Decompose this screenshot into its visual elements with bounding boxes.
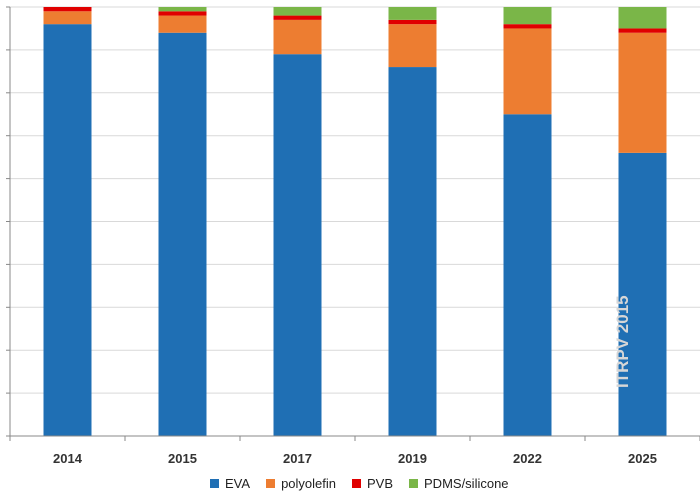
bar-pvb-2019 bbox=[388, 19, 437, 25]
bar-pdms-silicone-2019 bbox=[388, 7, 437, 20]
x-tick-label: 2025 bbox=[628, 451, 657, 466]
bar-pdms-silicone-2017 bbox=[273, 7, 322, 16]
bar-eva-2014 bbox=[43, 24, 92, 436]
legend-label: PDMS/silicone bbox=[424, 476, 509, 491]
legend-swatch bbox=[409, 479, 419, 488]
bar-pvb-2015 bbox=[158, 11, 207, 16]
x-tick-label: 2017 bbox=[283, 451, 312, 466]
bar-eva-2019 bbox=[388, 67, 437, 436]
legend-item: EVA bbox=[210, 476, 250, 491]
legend-item: PVB bbox=[352, 476, 393, 491]
watermark-text: ITRPV 2015 bbox=[613, 295, 632, 388]
legend-label: PVB bbox=[367, 476, 394, 491]
bar-polyolefin-2025 bbox=[618, 32, 667, 153]
bar-polyolefin-2015 bbox=[158, 15, 207, 33]
bar-pvb-2017 bbox=[273, 15, 322, 20]
bar-pdms-silicone-2022 bbox=[503, 7, 552, 25]
legend-item: PDMS/silicone bbox=[409, 476, 509, 491]
bar-segments bbox=[43, 7, 667, 437]
bar-eva-2015 bbox=[158, 32, 207, 437]
bar-eva-2022 bbox=[503, 114, 552, 436]
bar-eva-2017 bbox=[273, 54, 322, 436]
x-tick-label: 2022 bbox=[513, 451, 542, 466]
bar-polyolefin-2017 bbox=[273, 19, 322, 55]
bar-pvb-2014 bbox=[43, 7, 92, 12]
legend-swatch bbox=[352, 479, 361, 488]
legend-swatch bbox=[210, 479, 219, 488]
bar-pvb-2025 bbox=[618, 28, 667, 33]
legend-item: polyolefin bbox=[266, 476, 336, 491]
legend-label: polyolefin bbox=[281, 476, 336, 491]
legend-label: EVA bbox=[225, 476, 251, 491]
bar-polyolefin-2019 bbox=[388, 24, 437, 68]
bar-polyolefin-2014 bbox=[43, 11, 92, 25]
bar-polyolefin-2022 bbox=[503, 28, 552, 115]
x-tick-labels: 2014 2015 2017 2019 2022 2025 bbox=[53, 451, 657, 466]
legend: EVA polyolefin PVB PDMS/silicone bbox=[210, 476, 509, 491]
bar-pdms-silicone-2025 bbox=[618, 7, 667, 29]
legend-swatch bbox=[266, 479, 276, 488]
gridlines bbox=[10, 6, 700, 437]
bar-pvb-2022 bbox=[503, 24, 552, 29]
bar-pdms-silicone-2015 bbox=[158, 7, 207, 12]
x-axis bbox=[6, 6, 700, 441]
x-tick-label: 2015 bbox=[168, 451, 197, 466]
bar-eva-2025 bbox=[618, 152, 667, 437]
x-tick-label: 2019 bbox=[398, 451, 427, 466]
x-tick-label: 2014 bbox=[53, 451, 83, 466]
